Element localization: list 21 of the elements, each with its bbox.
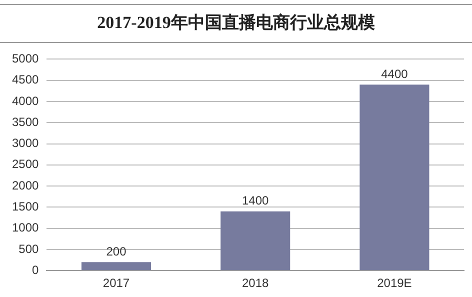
- y-tick-label: 4500: [12, 72, 40, 87]
- bar: [360, 84, 430, 270]
- x-tick-label: 2018: [242, 276, 270, 290]
- y-tick-label: 500: [18, 242, 40, 256]
- y-tick-label: 3000: [12, 136, 40, 150]
- x-tick-label: 2019E: [377, 276, 412, 290]
- y-tick-label: 4000: [12, 94, 40, 108]
- data-label: 1400: [242, 194, 270, 208]
- y-tick-label: 1500: [12, 199, 40, 214]
- chart-title: 2017-2019年中国直播电商行业总规模: [0, 4, 472, 43]
- y-tick-label: 2000: [12, 178, 40, 192]
- y-tick-label: 3500: [12, 114, 40, 129]
- data-label: 200: [106, 244, 127, 258]
- y-tick-label: 5000: [12, 52, 40, 66]
- bar: [81, 262, 152, 270]
- y-tick-label: 0: [32, 262, 40, 277]
- data-label: 4400: [381, 66, 408, 81]
- x-tick-label: 2017: [102, 276, 130, 290]
- bar: [220, 211, 290, 270]
- y-tick-label: 2500: [12, 157, 40, 172]
- y-tick-label: 1000: [12, 220, 40, 235]
